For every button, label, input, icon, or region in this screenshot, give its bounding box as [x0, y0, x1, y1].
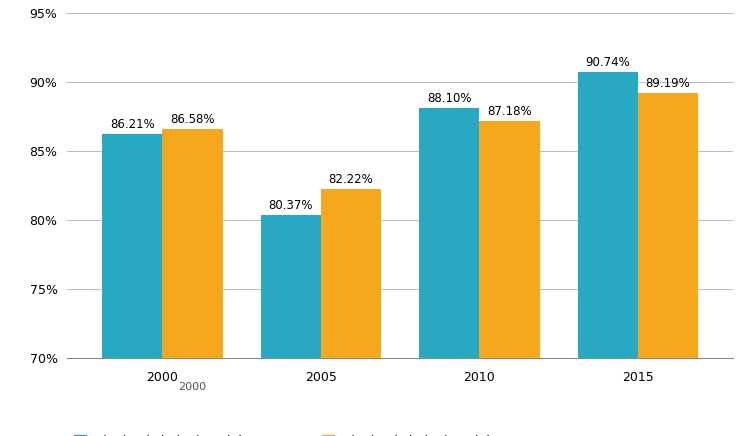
- Legend: Tingkat kebekerjaan lulusan SMA, Tingkat kebekerjaan lulusan SMK: Tingkat kebekerjaan lulusan SMA, Tingkat…: [73, 435, 551, 436]
- Bar: [419, 108, 479, 436]
- Bar: [321, 189, 381, 436]
- Text: 90.74%: 90.74%: [586, 56, 631, 69]
- Bar: [102, 134, 162, 436]
- Text: 89.19%: 89.19%: [646, 77, 690, 90]
- Text: 87.18%: 87.18%: [487, 105, 532, 118]
- Text: 80.37%: 80.37%: [269, 199, 313, 212]
- Text: 82.22%: 82.22%: [328, 174, 373, 187]
- Bar: [638, 93, 698, 436]
- Bar: [479, 121, 539, 436]
- Bar: [162, 129, 223, 436]
- Text: 2000: 2000: [179, 382, 206, 392]
- Text: 86.58%: 86.58%: [171, 113, 215, 126]
- Text: 88.10%: 88.10%: [427, 92, 471, 106]
- Text: 86.21%: 86.21%: [110, 119, 155, 131]
- Bar: [577, 72, 638, 436]
- Bar: [261, 215, 321, 436]
